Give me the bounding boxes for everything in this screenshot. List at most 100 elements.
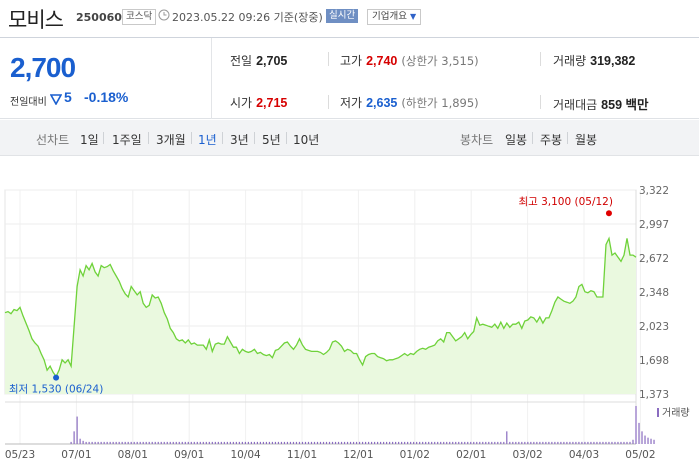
- volume-bar: [539, 441, 541, 444]
- volume-bar: [196, 441, 198, 444]
- volume-bar: [271, 441, 274, 444]
- y-tick-label: 2,997: [639, 219, 669, 231]
- current-price-box: 2,700 전일대비 5 -0.18%: [0, 38, 212, 119]
- volume-bar: [530, 441, 532, 444]
- volume-bar: [500, 441, 502, 444]
- volume-bar: [644, 435, 646, 444]
- trade-value: 거래대금 859 백만: [553, 98, 649, 112]
- volume-bar: [118, 441, 120, 444]
- market-badge: 코스닥: [122, 9, 157, 25]
- volume-bar: [229, 441, 231, 444]
- volume-bar: [193, 441, 195, 444]
- candle-chart-title: 봉차트: [460, 133, 494, 147]
- volume-bar: [274, 441, 277, 444]
- volume-bar: [443, 441, 445, 444]
- volume-bar: [238, 441, 240, 444]
- volume-bar: [551, 441, 553, 444]
- volume-bar: [647, 437, 649, 444]
- y-tick-label: 2,348: [639, 287, 669, 299]
- volume-bar: [503, 441, 505, 444]
- volume-bar: [437, 441, 439, 444]
- volume-bar: [497, 441, 499, 444]
- volume-bar: [413, 441, 415, 444]
- volume-bar: [364, 441, 367, 444]
- volume-bar: [376, 441, 379, 444]
- volume-bar: [557, 441, 559, 444]
- volume-bar: [145, 441, 147, 444]
- volume-bar: [307, 441, 310, 444]
- volume-bar: [620, 441, 622, 444]
- volume-bar: [136, 441, 138, 444]
- volume-bar: [569, 441, 571, 444]
- period-1w[interactable]: 1주일: [112, 133, 142, 147]
- chevron-down-icon: ▼: [410, 12, 417, 21]
- volume-bar: [560, 441, 562, 444]
- volume-bar: [181, 441, 183, 444]
- volume-bar: [626, 441, 628, 444]
- volume: 거래량 319,382: [553, 54, 636, 68]
- volume-bar: [392, 441, 394, 444]
- period-5y[interactable]: 5년: [262, 133, 281, 147]
- volume-bar: [73, 431, 75, 444]
- candle-weekly[interactable]: 주봉: [540, 133, 563, 147]
- volume-bar: [638, 422, 640, 444]
- volume-bar: [632, 439, 634, 444]
- volume-bar: [653, 439, 655, 444]
- volume-bar: [232, 441, 234, 444]
- company-info-label: 기업개요: [372, 11, 407, 22]
- x-tick-label: 09/01: [174, 449, 204, 461]
- volume-bar: [404, 441, 406, 444]
- high-annotation: 최고 3,100 (05/12): [518, 196, 613, 208]
- period-3y[interactable]: 3년: [230, 133, 249, 147]
- company-info-button[interactable]: 기업개요 ▼: [367, 9, 422, 25]
- volume-bar: [214, 441, 216, 444]
- volume-bar: [605, 441, 607, 444]
- volume-bar: [328, 441, 331, 444]
- price-chart: 3,322 2,997 2,672 2,348 2,023 1,698 1,373 05/2…: [4, 185, 690, 461]
- current-price: 2,700: [10, 52, 76, 83]
- volume-bar: [163, 441, 165, 444]
- volume-bar: [599, 441, 601, 444]
- x-tick-label: 05/23: [5, 449, 35, 461]
- clock-icon: [158, 9, 170, 21]
- volume-bar: [325, 441, 328, 444]
- volume-bar: [334, 441, 337, 444]
- volume-bar: [250, 441, 252, 444]
- candle-daily[interactable]: 일봉: [505, 133, 528, 147]
- period-1y[interactable]: 1년: [198, 133, 217, 147]
- volume-bar: [91, 441, 93, 444]
- volume-bar: [319, 441, 322, 444]
- period-3m[interactable]: 3개월: [156, 133, 186, 147]
- compare-label: 전일대비: [10, 97, 47, 108]
- volume-bar: [358, 441, 361, 444]
- x-tick-label: 12/01: [343, 449, 373, 461]
- y-tick-label: 2,672: [639, 253, 669, 265]
- volume-bar: [545, 441, 547, 444]
- volume-bar: [97, 441, 99, 444]
- prev-close: 전일 2,705: [230, 54, 288, 68]
- period-bar: 선차트 1일 1주일 3개월 1년 3년 5년 10년 봉차트 일봉 주봉 월봉: [0, 120, 699, 156]
- volume-bar: [373, 441, 376, 444]
- volume-bar: [127, 441, 129, 444]
- period-1d[interactable]: 1일: [80, 133, 99, 147]
- volume-bar: [554, 441, 556, 444]
- volume-bar: [575, 441, 577, 444]
- volume-bar: [109, 441, 111, 444]
- volume-bar: [295, 441, 298, 444]
- volume-bar: [623, 441, 625, 444]
- realtime-badge[interactable]: 실시간: [326, 9, 359, 23]
- volume-bar: [485, 441, 487, 444]
- x-tick-label: 11/01: [287, 449, 317, 461]
- candle-monthly[interactable]: 월봉: [575, 133, 598, 147]
- volume-bar: [139, 441, 141, 444]
- volume-bar: [304, 441, 307, 444]
- volume-bar: [76, 416, 78, 444]
- volume-bar: [262, 441, 265, 444]
- volume-bar: [142, 441, 144, 444]
- low-price: 저가 2,635 (하한가 1,895): [340, 96, 479, 110]
- period-10y[interactable]: 10년: [293, 133, 320, 147]
- x-tick-label: 10/04: [230, 449, 261, 461]
- price-change: 5: [64, 89, 72, 105]
- volume-bar: [265, 441, 268, 444]
- volume-bar: [151, 441, 153, 444]
